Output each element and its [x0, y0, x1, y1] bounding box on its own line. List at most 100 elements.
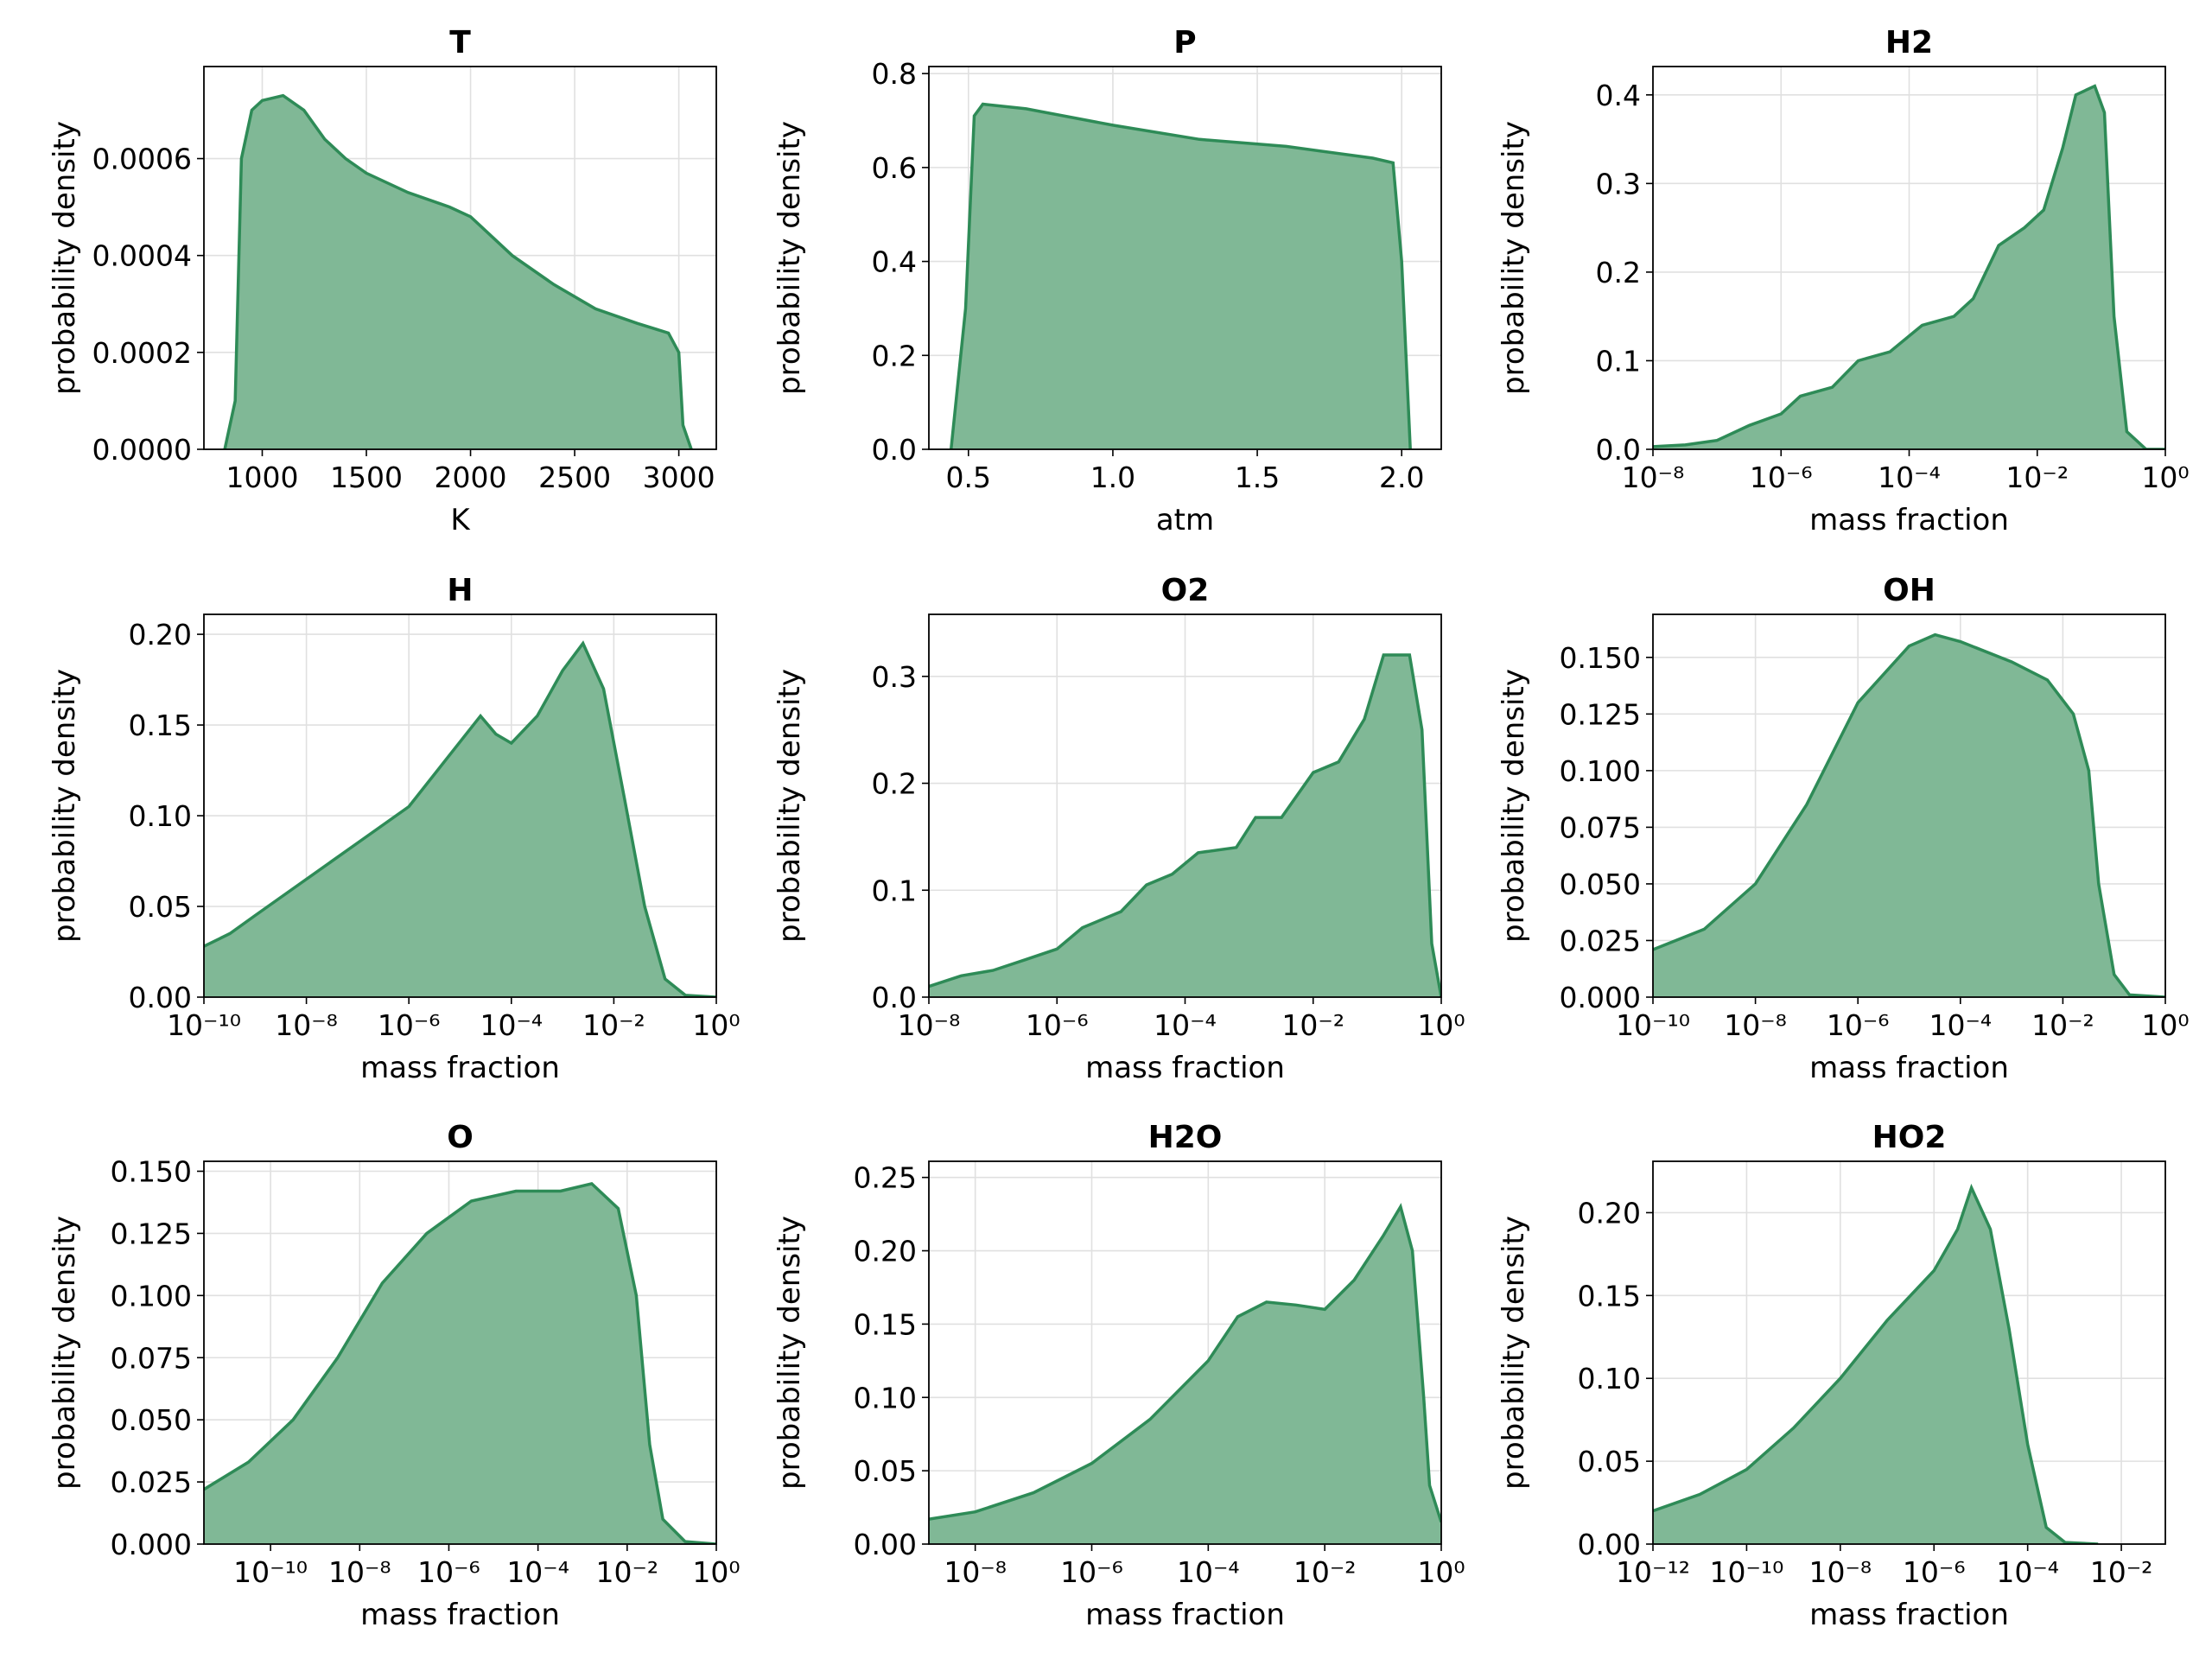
x-tick-label: 10⁻⁴: [1177, 1555, 1240, 1589]
x-tick-label: 10⁻⁶: [1026, 1008, 1089, 1042]
y-tick-label: 0.20: [854, 1235, 917, 1268]
y-axis-label: probability density: [48, 121, 82, 395]
y-tick-label: 0.15: [129, 709, 192, 742]
x-axis-label: mass fraction: [1085, 1598, 1285, 1632]
y-tick-label: 0.025: [1560, 924, 1641, 957]
x-tick-label: 0.5: [946, 461, 991, 494]
y-tick-label: 0.3: [872, 660, 917, 694]
x-tick-label: 10⁻⁸: [275, 1008, 338, 1042]
y-tick-label: 0.6: [872, 151, 917, 185]
panel: 10⁻⁸ 10⁻⁶ 10⁻⁴ 10⁻² 10⁰ 0.0 0.1 0.2 0.3 O2 mass fr…: [772, 573, 1465, 1085]
plot-frame: [1652, 66, 2166, 450]
y-tick-label: 0.05: [1578, 1445, 1641, 1478]
plot-frame: [928, 1160, 1442, 1545]
y-tick-label: 0.000: [1560, 981, 1641, 1014]
y-tick-label: 0.150: [111, 1155, 192, 1189]
y-tick-label: 0.10: [129, 799, 192, 833]
x-tick-label: 10⁻¹⁰: [1616, 1008, 1690, 1042]
y-tick-label: 0.05: [129, 890, 192, 924]
x-tick-label: 10⁻¹⁰: [167, 1008, 241, 1042]
y-tick-label: 0.4: [1596, 79, 1641, 112]
kde-line: [929, 1203, 1441, 1523]
histogram-area: [1653, 1187, 2099, 1544]
x-tick-label: 10⁰: [2141, 1008, 2189, 1042]
y-tick-label: 0.1: [872, 874, 917, 907]
y-tick-label: 0.0: [1596, 433, 1641, 467]
y-axis-label: probability density: [772, 669, 807, 943]
x-tick-label: 10⁻⁶: [1750, 461, 1813, 494]
y-tick-label: 0.10: [854, 1381, 917, 1414]
x-tick-label: 2000: [435, 461, 507, 494]
y-tick-label: 0.125: [111, 1217, 192, 1250]
x-tick-label: 10⁰: [692, 1555, 740, 1589]
y-tick-label: 0.050: [1560, 868, 1641, 901]
y-tick-label: 0.00: [129, 981, 192, 1014]
x-tick-label: 10⁻⁶: [1827, 1008, 1890, 1042]
kde-line: [1653, 1183, 2099, 1544]
plot-frame: [928, 613, 1442, 998]
x-tick-label: 3000: [643, 461, 715, 494]
x-tick-label: 10⁻⁶: [417, 1555, 480, 1589]
panel: 10⁻¹⁰ 10⁻⁸ 10⁻⁶ 10⁻⁴ 10⁻² 10⁰ 0.000 0.025 0.050 0…: [48, 1120, 741, 1632]
y-tick-label: 0.1: [1596, 344, 1641, 378]
y-axis-label: probability density: [48, 1216, 82, 1490]
panel: 10⁻⁸ 10⁻⁶ 10⁻⁴ 10⁻² 10⁰ 0.0 0.1 0.2 0.3 0.4 H2 mass…: [1497, 25, 2190, 537]
y-tick-label: 0.20: [129, 618, 192, 652]
x-axis-label: atm: [1156, 503, 1214, 537]
x-tick-label: 10⁰: [2141, 461, 2189, 494]
panel-title: H2O: [1148, 1120, 1223, 1155]
x-tick-label: 10⁻⁴: [1996, 1555, 2059, 1589]
x-tick-label: 10⁻²: [1294, 1555, 1357, 1589]
x-tick-label: 10⁻¹⁰: [1709, 1555, 1783, 1589]
x-tick-label: 1000: [226, 461, 299, 494]
histogram-area: [1653, 86, 2165, 449]
x-tick-label: 10⁻²: [2031, 1008, 2094, 1042]
plot-frame: [928, 66, 1442, 450]
y-tick-label: 0.0: [872, 981, 917, 1014]
x-axis-label: mass fraction: [360, 1051, 560, 1085]
y-tick-label: 0.15: [1578, 1279, 1641, 1313]
y-tick-label: 0.15: [854, 1307, 917, 1341]
panel: 1000 1500 2000 2500 3000 0.0000 0.0002 0.0004 0.…: [48, 25, 717, 537]
x-tick-label: 10⁻⁸: [944, 1555, 1007, 1589]
x-tick-label: 10⁻²: [582, 1008, 645, 1042]
x-tick-label: 10⁰: [1417, 1555, 1465, 1589]
y-tick-label: 0.125: [1560, 697, 1641, 731]
y-tick-label: 0.20: [1578, 1196, 1641, 1230]
x-tick-label: 10⁻⁶: [1903, 1555, 1966, 1589]
y-tick-label: 0.2: [872, 767, 917, 801]
panel: 10⁻¹⁰ 10⁻⁸ 10⁻⁶ 10⁻⁴ 10⁻² 10⁰ 0.00 0.05 0.10 0.15…: [48, 573, 741, 1085]
y-tick-label: 0.0002: [92, 336, 192, 370]
x-tick-label: 10⁰: [1417, 1008, 1465, 1042]
panel: 10⁻¹⁰ 10⁻⁸ 10⁻⁶ 10⁻⁴ 10⁻² 10⁰ 0.000 0.025 0.050 0…: [1497, 573, 2190, 1085]
plot-frame: [203, 66, 717, 450]
y-tick-label: 0.0: [872, 433, 917, 467]
y-tick-label: 0.100: [111, 1279, 192, 1313]
panel-title: T: [449, 25, 471, 60]
x-axis-label: mass fraction: [1809, 503, 2009, 537]
y-tick-label: 0.050: [111, 1403, 192, 1437]
panel-title: HO2: [1872, 1120, 1947, 1155]
y-tick-label: 0.05: [854, 1454, 917, 1488]
x-tick-label: 2500: [538, 461, 611, 494]
y-axis-label: probability density: [1497, 121, 1531, 395]
plot-frame: [203, 613, 717, 998]
y-tick-label: 0.3: [1596, 167, 1641, 200]
x-tick-label: 10⁻⁸: [1809, 1555, 1872, 1589]
plot-frame: [203, 1160, 717, 1545]
y-tick-label: 0.100: [1560, 754, 1641, 788]
y-axis-label: probability density: [1497, 1216, 1531, 1490]
y-tick-label: 0.0004: [92, 239, 192, 273]
panel-title: O2: [1161, 573, 1210, 608]
x-tick-label: 10⁻⁴: [1878, 461, 1941, 494]
kde-line: [223, 93, 693, 449]
histogram-area: [204, 1183, 716, 1544]
x-tick-label: 10⁻⁴: [506, 1555, 569, 1589]
panel-title: P: [1173, 25, 1196, 60]
x-tick-label: 1.5: [1235, 461, 1280, 494]
x-tick-label: 10⁻²: [2005, 461, 2069, 494]
x-tick-label: 10⁻⁸: [1622, 461, 1685, 494]
plot-frame: [1652, 613, 2166, 998]
